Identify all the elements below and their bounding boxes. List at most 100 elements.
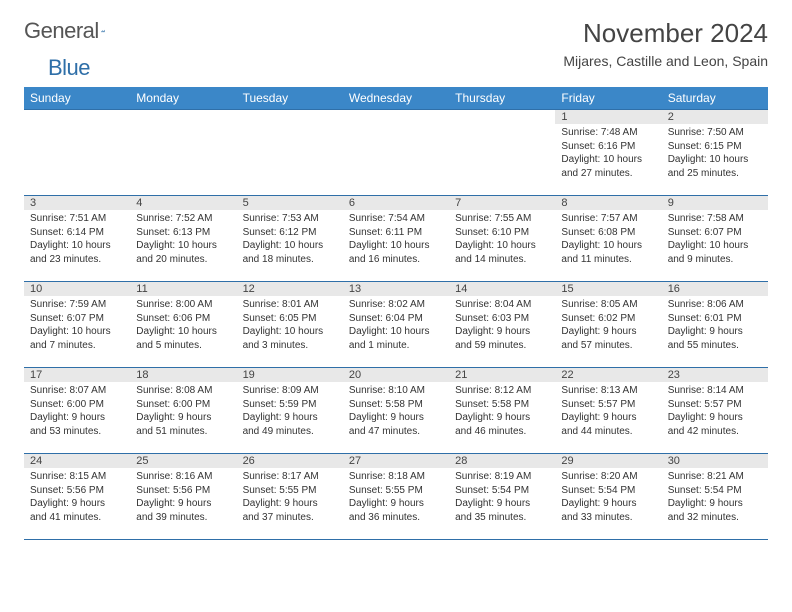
daylight: Daylight: 9 hours and 49 minutes.	[243, 411, 337, 438]
sunset: Sunset: 5:54 PM	[455, 484, 549, 498]
sunrise: Sunrise: 8:19 AM	[455, 470, 549, 484]
calendar-head: SundayMondayTuesdayWednesdayThursdayFrid…	[24, 87, 768, 110]
day-content: Sunrise: 8:02 AMSunset: 6:04 PMDaylight:…	[343, 296, 449, 356]
calendar-cell: 9Sunrise: 7:58 AMSunset: 6:07 PMDaylight…	[662, 196, 768, 282]
sunrise: Sunrise: 8:18 AM	[349, 470, 443, 484]
sunrise: Sunrise: 7:54 AM	[349, 212, 443, 226]
sunset: Sunset: 6:02 PM	[561, 312, 655, 326]
calendar-cell: 30Sunrise: 8:21 AMSunset: 5:54 PMDayligh…	[662, 454, 768, 540]
day-content: Sunrise: 7:53 AMSunset: 6:12 PMDaylight:…	[237, 210, 343, 270]
sunset: Sunset: 5:56 PM	[30, 484, 124, 498]
calendar-cell: 21Sunrise: 8:12 AMSunset: 5:58 PMDayligh…	[449, 368, 555, 454]
daylight: Daylight: 9 hours and 33 minutes.	[561, 497, 655, 524]
sunrise: Sunrise: 8:08 AM	[136, 384, 230, 398]
day-number: 12	[237, 282, 343, 296]
daylight: Daylight: 9 hours and 39 minutes.	[136, 497, 230, 524]
day-content: Sunrise: 8:00 AMSunset: 6:06 PMDaylight:…	[130, 296, 236, 356]
day-number: 28	[449, 454, 555, 468]
day-number: 3	[24, 196, 130, 210]
sunset: Sunset: 6:12 PM	[243, 226, 337, 240]
daylight: Daylight: 9 hours and 37 minutes.	[243, 497, 337, 524]
calendar-cell: 14Sunrise: 8:04 AMSunset: 6:03 PMDayligh…	[449, 282, 555, 368]
daylight: Daylight: 9 hours and 42 minutes.	[668, 411, 762, 438]
calendar-cell: 10Sunrise: 7:59 AMSunset: 6:07 PMDayligh…	[24, 282, 130, 368]
sunrise: Sunrise: 8:14 AM	[668, 384, 762, 398]
day-content: Sunrise: 8:08 AMSunset: 6:00 PMDaylight:…	[130, 382, 236, 442]
day-number: 1	[555, 110, 661, 124]
sunset: Sunset: 6:10 PM	[455, 226, 549, 240]
day-number: 24	[24, 454, 130, 468]
calendar-cell: 15Sunrise: 8:05 AMSunset: 6:02 PMDayligh…	[555, 282, 661, 368]
sunset: Sunset: 5:55 PM	[243, 484, 337, 498]
day-content: Sunrise: 8:13 AMSunset: 5:57 PMDaylight:…	[555, 382, 661, 442]
day-content: Sunrise: 8:01 AMSunset: 6:05 PMDaylight:…	[237, 296, 343, 356]
day-content: Sunrise: 7:52 AMSunset: 6:13 PMDaylight:…	[130, 210, 236, 270]
calendar-week: 24Sunrise: 8:15 AMSunset: 5:56 PMDayligh…	[24, 454, 768, 540]
calendar-week: 3Sunrise: 7:51 AMSunset: 6:14 PMDaylight…	[24, 196, 768, 282]
day-content: Sunrise: 7:51 AMSunset: 6:14 PMDaylight:…	[24, 210, 130, 270]
sunset: Sunset: 5:57 PM	[668, 398, 762, 412]
daylight: Daylight: 10 hours and 27 minutes.	[561, 153, 655, 180]
calendar-cell: 24Sunrise: 8:15 AMSunset: 5:56 PMDayligh…	[24, 454, 130, 540]
calendar-cell: 5Sunrise: 7:53 AMSunset: 6:12 PMDaylight…	[237, 196, 343, 282]
daylight: Daylight: 10 hours and 1 minute.	[349, 325, 443, 352]
sunset: Sunset: 6:07 PM	[30, 312, 124, 326]
calendar-week: 1Sunrise: 7:48 AMSunset: 6:16 PMDaylight…	[24, 110, 768, 196]
day-number: 15	[555, 282, 661, 296]
daylight: Daylight: 10 hours and 3 minutes.	[243, 325, 337, 352]
sunset: Sunset: 5:58 PM	[455, 398, 549, 412]
calendar-cell: 4Sunrise: 7:52 AMSunset: 6:13 PMDaylight…	[130, 196, 236, 282]
sunset: Sunset: 6:15 PM	[668, 140, 762, 154]
daylight: Daylight: 10 hours and 9 minutes.	[668, 239, 762, 266]
sunset: Sunset: 6:03 PM	[455, 312, 549, 326]
daylight: Daylight: 10 hours and 11 minutes.	[561, 239, 655, 266]
sunrise: Sunrise: 8:00 AM	[136, 298, 230, 312]
daylight: Daylight: 10 hours and 25 minutes.	[668, 153, 762, 180]
day-header: Monday	[130, 87, 236, 110]
daylight: Daylight: 9 hours and 51 minutes.	[136, 411, 230, 438]
day-number: 6	[343, 196, 449, 210]
calendar-cell: 17Sunrise: 8:07 AMSunset: 6:00 PMDayligh…	[24, 368, 130, 454]
location: Mijares, Castille and Leon, Spain	[563, 53, 768, 69]
calendar-cell	[343, 110, 449, 196]
day-content: Sunrise: 8:04 AMSunset: 6:03 PMDaylight:…	[449, 296, 555, 356]
sunset: Sunset: 6:08 PM	[561, 226, 655, 240]
day-number: 2	[662, 110, 768, 124]
day-content: Sunrise: 8:16 AMSunset: 5:56 PMDaylight:…	[130, 468, 236, 528]
day-content: Sunrise: 8:15 AMSunset: 5:56 PMDaylight:…	[24, 468, 130, 528]
day-content: Sunrise: 7:58 AMSunset: 6:07 PMDaylight:…	[662, 210, 768, 270]
sunrise: Sunrise: 8:01 AM	[243, 298, 337, 312]
daylight: Daylight: 9 hours and 32 minutes.	[668, 497, 762, 524]
sunrise: Sunrise: 8:06 AM	[668, 298, 762, 312]
calendar-cell: 11Sunrise: 8:00 AMSunset: 6:06 PMDayligh…	[130, 282, 236, 368]
sunrise: Sunrise: 7:52 AM	[136, 212, 230, 226]
day-number: 10	[24, 282, 130, 296]
sunset: Sunset: 5:56 PM	[136, 484, 230, 498]
daylight: Daylight: 10 hours and 20 minutes.	[136, 239, 230, 266]
calendar-cell: 16Sunrise: 8:06 AMSunset: 6:01 PMDayligh…	[662, 282, 768, 368]
day-content: Sunrise: 8:06 AMSunset: 6:01 PMDaylight:…	[662, 296, 768, 356]
daylight: Daylight: 9 hours and 53 minutes.	[30, 411, 124, 438]
sunset: Sunset: 5:57 PM	[561, 398, 655, 412]
sunrise: Sunrise: 8:02 AM	[349, 298, 443, 312]
calendar-cell: 7Sunrise: 7:55 AMSunset: 6:10 PMDaylight…	[449, 196, 555, 282]
day-number: 13	[343, 282, 449, 296]
sunrise: Sunrise: 7:58 AM	[668, 212, 762, 226]
day-number: 7	[449, 196, 555, 210]
sunset: Sunset: 6:06 PM	[136, 312, 230, 326]
day-number: 29	[555, 454, 661, 468]
day-number: 30	[662, 454, 768, 468]
calendar-cell: 19Sunrise: 8:09 AMSunset: 5:59 PMDayligh…	[237, 368, 343, 454]
sunrise: Sunrise: 7:59 AM	[30, 298, 124, 312]
day-number: 18	[130, 368, 236, 382]
calendar-cell: 1Sunrise: 7:48 AMSunset: 6:16 PMDaylight…	[555, 110, 661, 196]
day-content: Sunrise: 8:17 AMSunset: 5:55 PMDaylight:…	[237, 468, 343, 528]
day-content: Sunrise: 7:57 AMSunset: 6:08 PMDaylight:…	[555, 210, 661, 270]
calendar-page: General November 2024 Mijares, Castille …	[0, 0, 792, 550]
sunrise: Sunrise: 8:05 AM	[561, 298, 655, 312]
day-content: Sunrise: 8:19 AMSunset: 5:54 PMDaylight:…	[449, 468, 555, 528]
day-number: 21	[449, 368, 555, 382]
sunrise: Sunrise: 7:57 AM	[561, 212, 655, 226]
day-content: Sunrise: 7:55 AMSunset: 6:10 PMDaylight:…	[449, 210, 555, 270]
calendar-cell: 12Sunrise: 8:01 AMSunset: 6:05 PMDayligh…	[237, 282, 343, 368]
